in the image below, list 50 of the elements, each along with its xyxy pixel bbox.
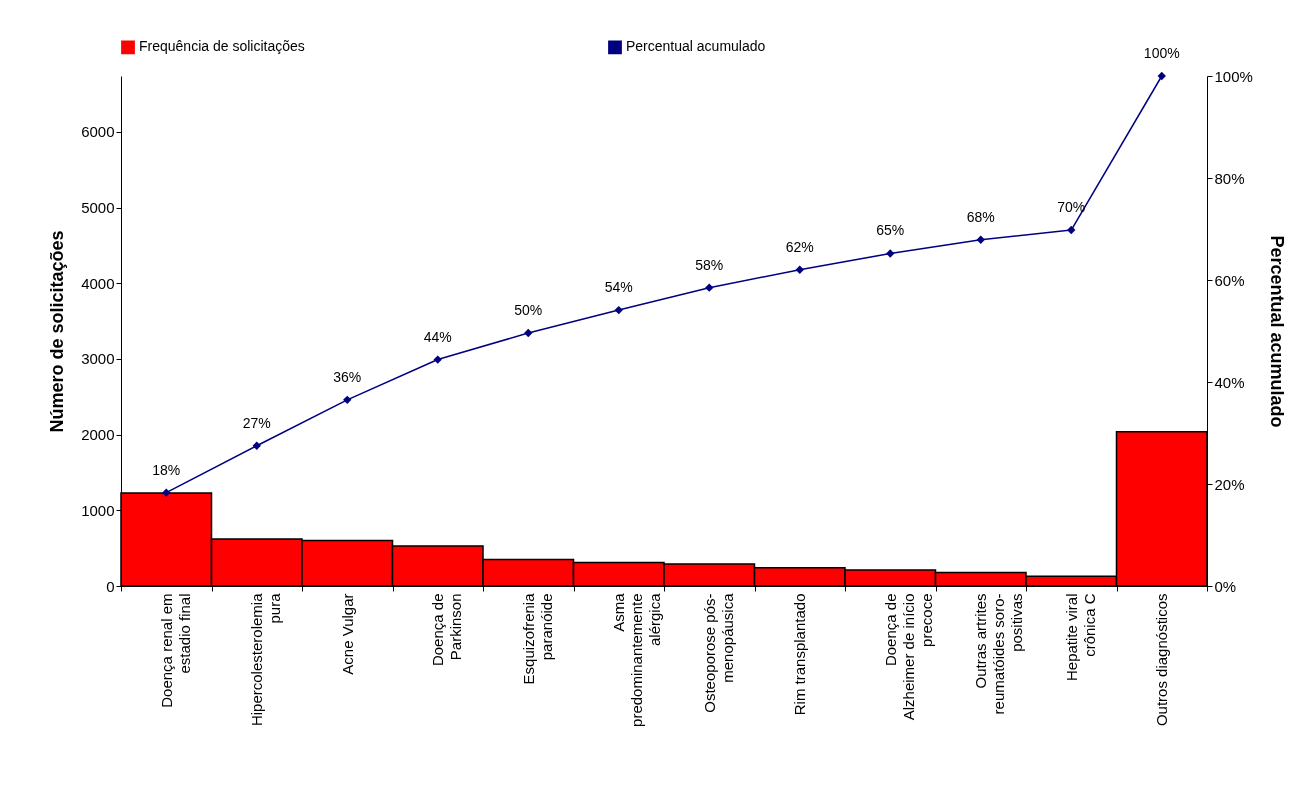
data-label: 27% (242, 414, 271, 431)
x-tick-label: Esquizofrenia paranóide (519, 592, 555, 685)
y-tick-label: 3000 (81, 350, 115, 368)
data-label: 68% (966, 208, 995, 225)
y-tick-label: 5000 (81, 199, 115, 217)
point (433, 355, 442, 364)
point (886, 249, 895, 258)
data-label: 36% (333, 368, 362, 385)
data-label: 50% (514, 302, 543, 319)
point (343, 395, 352, 405)
x-tick-label: Acne Vulgar (338, 593, 356, 675)
data-label: 70% (1057, 199, 1086, 216)
x-tick-label: Hipercolesterolemia pura (248, 592, 284, 727)
legend-label: Frequência de solicitações (139, 38, 305, 55)
y-tick-label: 4000 (81, 274, 115, 292)
point (976, 235, 985, 244)
y2-tick-label: 60% (1214, 271, 1245, 289)
y2-tick-label: 100% (1214, 67, 1253, 85)
x-tick-label: Outros diagnósticos (1153, 593, 1171, 727)
x-tick-label: Doença de Alzheimer de início precoce (881, 593, 935, 721)
y-tick-label: 1000 (81, 501, 115, 519)
point (1157, 71, 1166, 81)
data-label: 44% (423, 328, 452, 345)
point (705, 283, 714, 292)
x-tick-label: Rim transplantado (791, 593, 809, 716)
y2-tick-label: 0% (1214, 577, 1237, 595)
y-tick-label: 2000 (81, 426, 115, 444)
y-tick-label: 0 (106, 577, 115, 595)
y2-tick-label: 80% (1214, 169, 1245, 187)
data-label: 65% (876, 222, 905, 239)
point (252, 441, 261, 450)
y-tick-label: 6000 (81, 123, 115, 141)
point (795, 265, 804, 274)
legend-label: Percentual acumulado (626, 38, 766, 55)
point (614, 305, 623, 315)
data-label: 100% (1143, 45, 1180, 61)
x-tick-label: Doença de Parkinson (429, 593, 465, 667)
y-axis-title: Número de solicitações (47, 230, 68, 433)
data-label: 18% (152, 461, 181, 478)
data-label: 58% (695, 256, 724, 273)
point (524, 328, 533, 338)
y2-axis-title: Percentual acumulado (1266, 235, 1287, 428)
x-tick-label: Asma predominantemente alérgica (610, 592, 664, 727)
point (162, 488, 171, 497)
data-label: 62% (785, 238, 814, 255)
data-label: 54% (604, 279, 633, 296)
y2-tick-label: 40% (1214, 373, 1245, 391)
x-tick-label: Doença renal em estadio final (157, 593, 193, 708)
point (1067, 225, 1076, 235)
y2-tick-label: 20% (1214, 475, 1245, 493)
